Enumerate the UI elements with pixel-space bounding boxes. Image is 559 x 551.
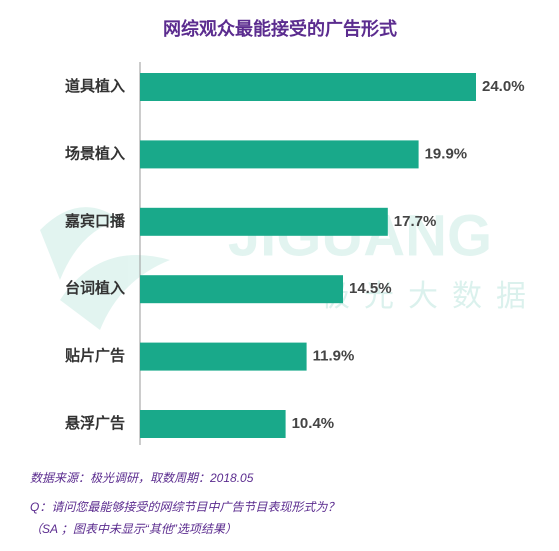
bar bbox=[140, 140, 419, 169]
bar bbox=[140, 410, 286, 438]
value-label: 10.4% bbox=[292, 415, 335, 432]
scope-note: （SA ；图表中未显示“其他”选项结果） bbox=[30, 522, 237, 536]
chart-title: 网综观众最能接受的广告形式 bbox=[163, 18, 397, 39]
question-note: Q：请问您最能够接受的网综节目中广告节目表现形式为？ bbox=[30, 500, 339, 514]
category-label: 嘉宾口播 bbox=[64, 212, 126, 230]
bar bbox=[140, 342, 307, 371]
watermark: 极光大数据 bbox=[320, 280, 540, 313]
bar bbox=[140, 275, 343, 304]
bar bbox=[140, 207, 388, 236]
watermark-logo bbox=[40, 207, 170, 330]
source-note: 数据来源：极光调研，取数周期：2018.05 bbox=[30, 471, 254, 485]
value-label: 24.0% bbox=[482, 78, 525, 95]
category-label: 台词植入 bbox=[65, 279, 125, 297]
category-label: 场景植入 bbox=[65, 144, 125, 162]
category-label: 贴片广告 bbox=[65, 347, 125, 365]
category-label: 悬浮广告 bbox=[65, 414, 125, 432]
value-label: 14.5% bbox=[349, 280, 392, 297]
bar bbox=[140, 73, 476, 101]
value-label: 11.9% bbox=[313, 348, 355, 365]
category-label: 道具植入 bbox=[65, 77, 125, 95]
value-label: 17.7% bbox=[394, 213, 437, 230]
value-label: 19.9% bbox=[425, 145, 468, 162]
